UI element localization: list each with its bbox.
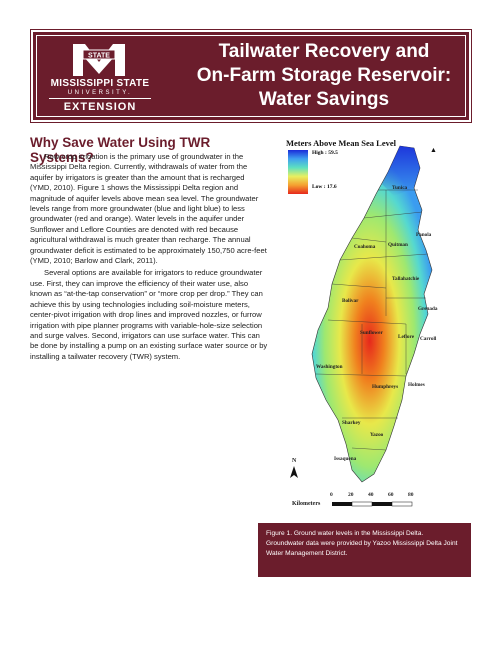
county-label-humphreys: Humphreys [372,384,399,390]
section-heading: Why Save Water Using TWR Systems? [30,135,211,165]
logo-state-text: STATE [88,53,110,60]
county-label-grenada: Grenada [418,306,438,312]
logo-university-name: MISSISSIPPI STATE [50,78,150,89]
logo-extension-label: EXTENSION [49,98,151,113]
paragraph-2: Several options are available for irriga… [30,268,268,361]
county-label-washington: Washington [316,364,343,370]
title-line-3: Water Savings [258,89,390,110]
scale-label: Kilometers [292,501,321,507]
county-label-issaquena: Issaquena [334,456,357,462]
title-line-2: On-Farm Storage Reservoir: [196,65,452,86]
figure-caption: Figure 1. Ground water levels in the Mis… [258,523,471,577]
county-label-tallahatchie: Tallahatchie [392,276,420,282]
scale-tick-20: 20 [348,492,354,498]
groundwater-map: ▲ Meters Above Mean Sea Level High : 59.… [282,138,442,516]
county-label-tunica: Tunica [392,185,408,191]
scale-bar: Kilometers 0 20 40 60 80 [292,490,442,516]
scale-tick-0: 0 [330,492,333,498]
delta-region-shape [311,145,433,483]
map-graphic: ▲ [290,145,437,483]
msu-extension-logo: STATE MISSISSIPPI STATE UNIVERSITY. EXTE… [41,40,159,114]
scale-tick-60: 60 [388,492,394,498]
paragraph-1: Row-crop irrigation is the primary use o… [30,152,267,266]
county-label-coahoma: Coahoma [354,244,376,250]
body-text: Row-crop irrigation is the primary use o… [30,152,268,364]
msu-m-logo-icon: STATE [73,44,125,76]
legend-high-label: High : 59.5 [312,150,338,156]
county-label-bolivar: Bolivar [342,298,359,304]
county-label-holmes: Holmes [408,382,425,388]
county-label-sharkey: Sharkey [342,420,361,426]
scale-tick-40: 40 [368,492,374,498]
north-marker: ▲ [430,146,437,154]
county-label-sunflower: Sunflower [360,330,383,336]
county-label-carroll: Carroll [420,336,437,342]
north-label: N [292,458,297,464]
scale-tick-80: 80 [408,492,414,498]
county-label-panola: Panola [416,232,432,238]
county-label-quitman: Quitman [388,242,408,248]
scale-bar-graphic [332,501,413,507]
county-label-yazoo: Yazoo [370,432,384,438]
header-banner: STATE MISSISSIPPI STATE UNIVERSITY. EXTE… [30,29,472,123]
county-label-leflore: Leflore [398,334,415,340]
title-line-1: Tailwater Recovery and [218,41,430,62]
north-arrow-icon [290,466,298,478]
legend-color-ramp [288,150,308,194]
legend-low-label: Low : 17.6 [312,184,337,190]
logo-university-label: UNIVERSITY. [67,90,133,96]
banner-border [36,35,466,117]
page-title: Tailwater Recovery and On-Farm Storage R… [183,40,465,112]
legend-title: Meters Above Mean Sea Level [286,138,396,148]
